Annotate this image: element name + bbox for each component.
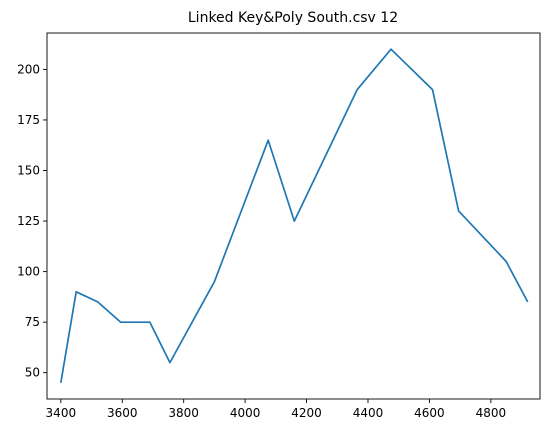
x-tick-label: 4600 — [414, 406, 445, 420]
x-tick-label: 4200 — [291, 406, 322, 420]
x-tick-label: 4400 — [353, 406, 384, 420]
y-tick-label: 100 — [17, 265, 40, 279]
chart-title: Linked Key&Poly South.csv 12 — [188, 10, 398, 26]
y-tick-label: 125 — [17, 214, 40, 228]
x-tick-label: 4000 — [230, 406, 261, 420]
x-axis: 3400 3600 3800 4000 4200 4400 4600 4800 — [46, 399, 507, 420]
y-tick-label: 200 — [17, 62, 40, 76]
y-tick-label: 175 — [17, 113, 40, 127]
data-line — [59, 48, 529, 383]
x-tick-label: 3400 — [46, 406, 77, 420]
x-tick-label: 4800 — [476, 406, 507, 420]
y-tick-label: 50 — [25, 366, 40, 380]
y-axis: 50 75 100 125 150 175 200 — [17, 62, 47, 380]
x-tick-label: 3600 — [107, 406, 138, 420]
plot-frame — [46, 32, 541, 400]
y-tick-label: 75 — [25, 315, 40, 329]
y-tick-label: 150 — [17, 164, 40, 178]
x-tick-label: 3800 — [168, 406, 199, 420]
